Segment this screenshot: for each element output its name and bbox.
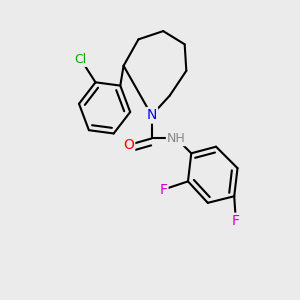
Text: N: N [146, 108, 157, 122]
Text: F: F [159, 183, 167, 196]
Text: NH: NH [167, 132, 186, 145]
Text: O: O [123, 138, 134, 152]
Text: Cl: Cl [74, 53, 87, 66]
Text: F: F [232, 214, 240, 228]
